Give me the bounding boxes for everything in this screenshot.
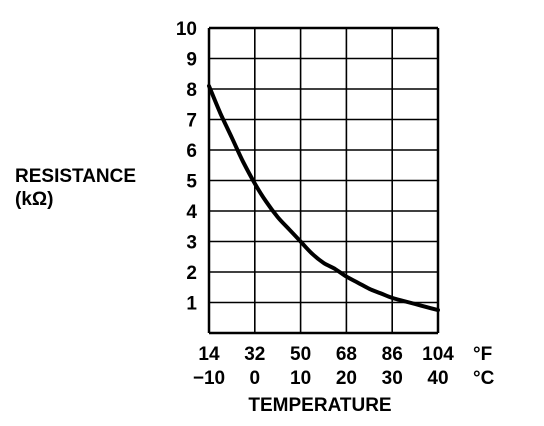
y-axis-label-line2: (kΩ) <box>15 189 53 210</box>
x-tick-label-celsius: 20 <box>336 368 357 389</box>
x-tick-label-celsius: 30 <box>382 368 403 389</box>
y-tick-label: 10 <box>176 19 197 40</box>
x-tick-label-celsius: −10 <box>193 368 225 389</box>
x-tick-label-celsius: 0 <box>250 368 261 389</box>
y-tick-label: 5 <box>186 172 197 193</box>
x-unit-fahrenheit: °F <box>473 344 492 365</box>
x-tick-label-fahrenheit: 68 <box>336 344 357 365</box>
y-tick-label: 3 <box>186 233 197 254</box>
y-tick-label: 7 <box>186 111 197 132</box>
y-axis-label-line1: RESISTANCE <box>15 166 136 187</box>
x-tick-label-fahrenheit: 104 <box>422 344 454 365</box>
x-tick-label-fahrenheit: 50 <box>290 344 311 365</box>
y-tick-label: 4 <box>186 202 197 223</box>
x-tick-labels-celsius: −10 0 10 20 30 40 <box>193 368 449 389</box>
y-tick-label: 6 <box>186 141 197 162</box>
x-tick-label-fahrenheit: 32 <box>244 344 265 365</box>
y-tick-label: 2 <box>186 263 197 284</box>
x-tick-label-fahrenheit: 14 <box>198 344 220 365</box>
y-tick-labels: 1 2 3 4 5 6 7 8 9 10 <box>176 19 198 315</box>
x-tick-labels-fahrenheit: 14 32 50 68 86 104 <box>198 344 454 365</box>
x-unit-celsius: °C <box>473 368 495 389</box>
x-tick-label-fahrenheit: 86 <box>382 344 403 365</box>
x-tick-label-celsius: 40 <box>427 368 448 389</box>
x-axis-label: TEMPERATURE <box>248 395 391 416</box>
y-tick-label: 8 <box>186 80 197 101</box>
resistance-curve <box>207 84 440 313</box>
y-tick-label: 1 <box>186 294 197 315</box>
plot-grid <box>207 26 440 335</box>
y-tick-label: 9 <box>186 50 197 71</box>
x-tick-label-celsius: 10 <box>290 368 311 389</box>
